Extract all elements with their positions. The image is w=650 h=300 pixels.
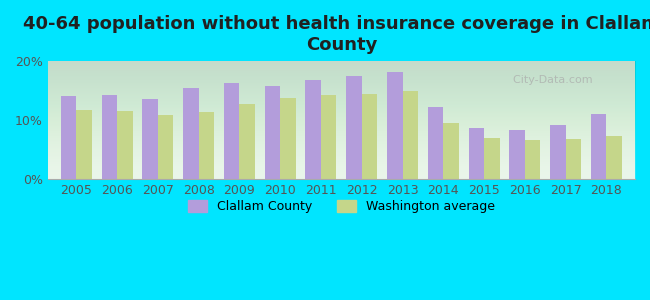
Bar bbox=[183, 88, 199, 179]
Bar bbox=[117, 111, 133, 179]
Bar bbox=[142, 99, 158, 179]
Bar bbox=[280, 98, 296, 179]
Bar bbox=[484, 138, 500, 179]
Legend: Clallam County, Washington average: Clallam County, Washington average bbox=[183, 195, 500, 218]
Bar bbox=[61, 97, 76, 179]
Bar bbox=[525, 140, 540, 179]
Bar bbox=[346, 76, 362, 179]
Bar bbox=[239, 103, 255, 179]
Bar bbox=[321, 95, 337, 179]
Bar bbox=[443, 123, 459, 179]
Bar bbox=[606, 136, 622, 179]
Bar bbox=[402, 91, 418, 179]
Text: City-Data.com: City-Data.com bbox=[506, 75, 592, 85]
Bar bbox=[265, 86, 280, 179]
Title: 40-64 population without health insurance coverage in Clallam
County: 40-64 population without health insuranc… bbox=[23, 15, 650, 54]
Bar bbox=[224, 83, 239, 179]
Bar bbox=[158, 116, 174, 179]
Bar bbox=[199, 112, 214, 179]
Bar bbox=[510, 130, 525, 179]
Bar bbox=[101, 95, 117, 179]
Bar bbox=[387, 72, 402, 179]
Bar bbox=[306, 80, 321, 179]
Bar bbox=[428, 107, 443, 179]
Bar bbox=[469, 128, 484, 179]
Bar bbox=[362, 94, 377, 179]
Bar bbox=[591, 114, 606, 179]
Bar bbox=[550, 125, 566, 179]
Bar bbox=[76, 110, 92, 179]
Bar bbox=[566, 139, 581, 179]
